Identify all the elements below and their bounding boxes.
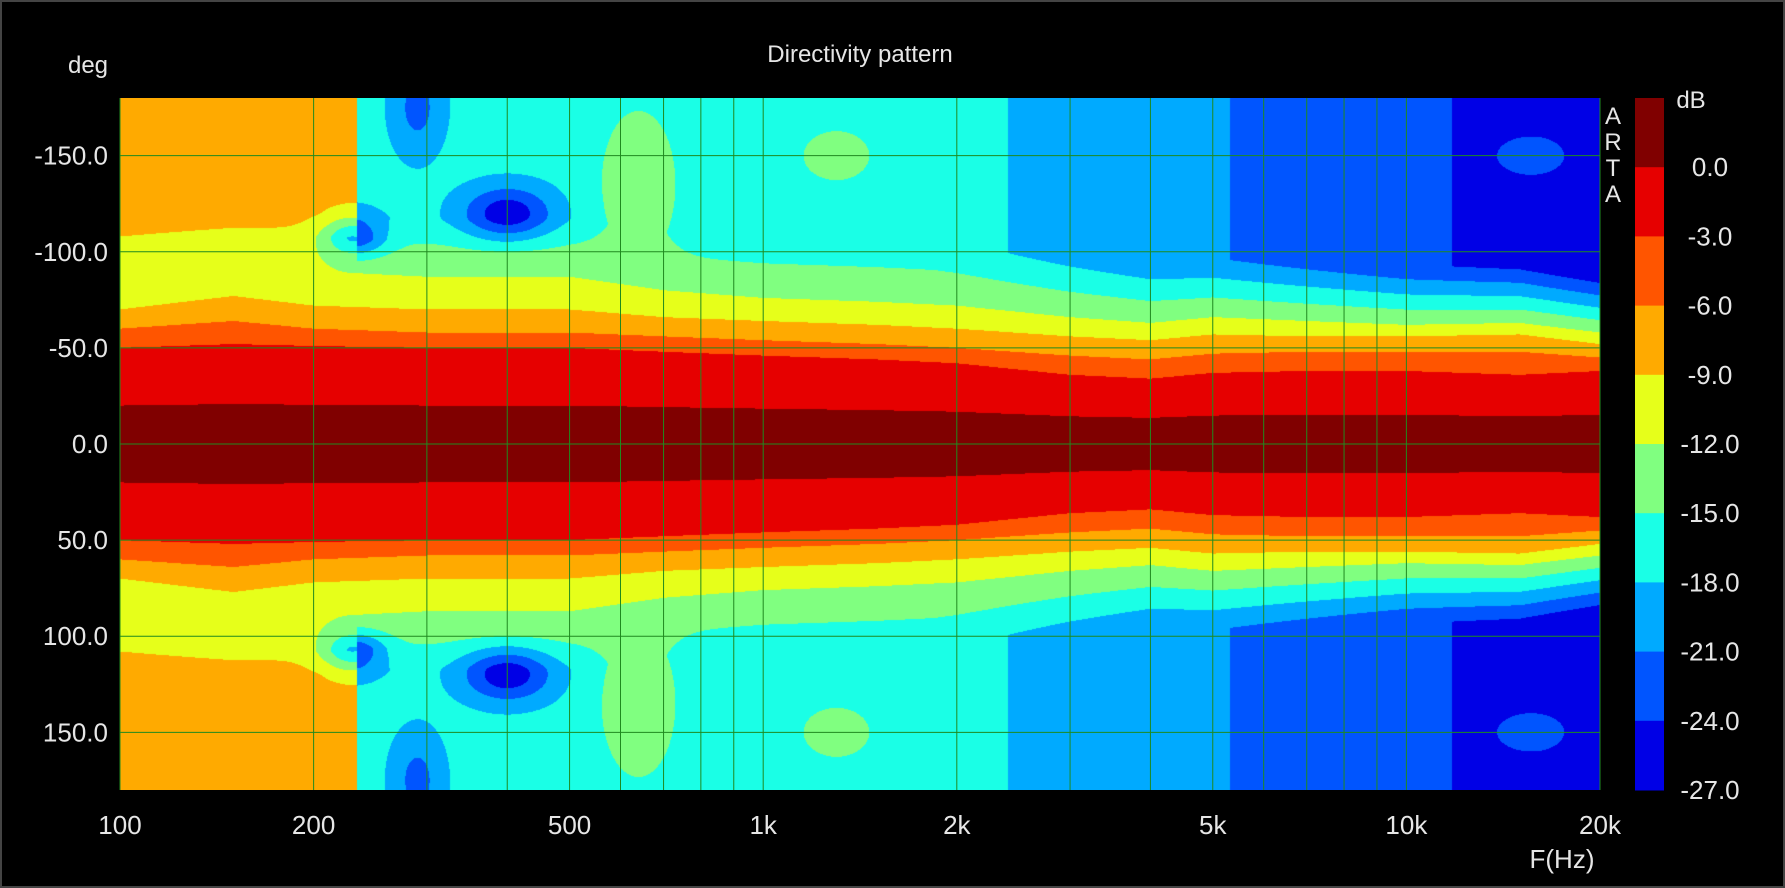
- colorbar-label: -21.0: [1680, 637, 1739, 667]
- colorbar-swatch: [1635, 651, 1664, 722]
- colorbar-unit: dB: [1676, 87, 1705, 114]
- x-tick-label: 2k: [943, 810, 971, 840]
- colorbar-label: 0.0: [1692, 152, 1728, 182]
- watermark-letter: T: [1606, 155, 1621, 182]
- colorbar-swatch: [1635, 582, 1664, 653]
- colorbar-label: -27.0: [1680, 775, 1739, 805]
- x-axis-label: F(Hz): [1530, 844, 1595, 874]
- watermark-letter: A: [1605, 103, 1621, 130]
- colorbar-label: -18.0: [1680, 567, 1739, 597]
- colorbar-swatch: [1635, 305, 1664, 376]
- colorbar-swatch: [1635, 236, 1664, 307]
- colorbar: 0.0 -3.0 -6.0 -9.0 -12.0 -15.0 -18.0 -21.0 -24.0…: [1635, 98, 1740, 805]
- colorbar-swatch: [1635, 167, 1664, 237]
- colorbar-swatch: [1635, 444, 1664, 514]
- colorbar-label: -12.0: [1680, 429, 1739, 459]
- y-tick-label: 50.0: [57, 525, 108, 555]
- y-tick-labels: -150.0 -100.0 -50.0 0.0 50.0 100.0 150.0: [34, 141, 108, 748]
- watermark-letter: R: [1604, 129, 1621, 156]
- colorbar-label: -15.0: [1680, 498, 1739, 528]
- x-tick-label: 500: [548, 810, 591, 840]
- y-tick-label: -100.0: [34, 237, 108, 267]
- y-tick-label: 150.0: [43, 717, 108, 747]
- y-tick-label: 100.0: [43, 621, 108, 651]
- colorbar-swatch: [1635, 720, 1664, 791]
- grid-lines: [119, 98, 1601, 790]
- colorbar-label: -6.0: [1688, 291, 1733, 321]
- x-tick-label: 10k: [1385, 810, 1428, 840]
- x-tick-label: 5k: [1199, 810, 1227, 840]
- y-axis-label: deg: [68, 52, 108, 79]
- colorbar-label: -24.0: [1680, 706, 1739, 736]
- x-tick-labels: 100 200 500 1k 2k 5k 10k 20k: [98, 810, 1622, 840]
- colorbar-swatch: [1635, 98, 1664, 168]
- colorbar-swatch: [1635, 374, 1664, 445]
- watermark-letter: A: [1605, 181, 1621, 208]
- colorbar-label: -3.0: [1688, 221, 1733, 251]
- colorbar-label: -9.0: [1688, 360, 1733, 390]
- y-tick-label: -150.0: [34, 141, 108, 171]
- y-tick-label: -50.0: [49, 333, 108, 363]
- chart-title: Directivity pattern: [767, 41, 952, 68]
- x-tick-label: 200: [292, 810, 335, 840]
- x-tick-label: 20k: [1579, 810, 1622, 840]
- x-tick-label: 100: [98, 810, 141, 840]
- x-tick-label: 1k: [749, 810, 777, 840]
- colorbar-swatch: [1635, 513, 1664, 583]
- y-tick-label: 0.0: [72, 429, 108, 459]
